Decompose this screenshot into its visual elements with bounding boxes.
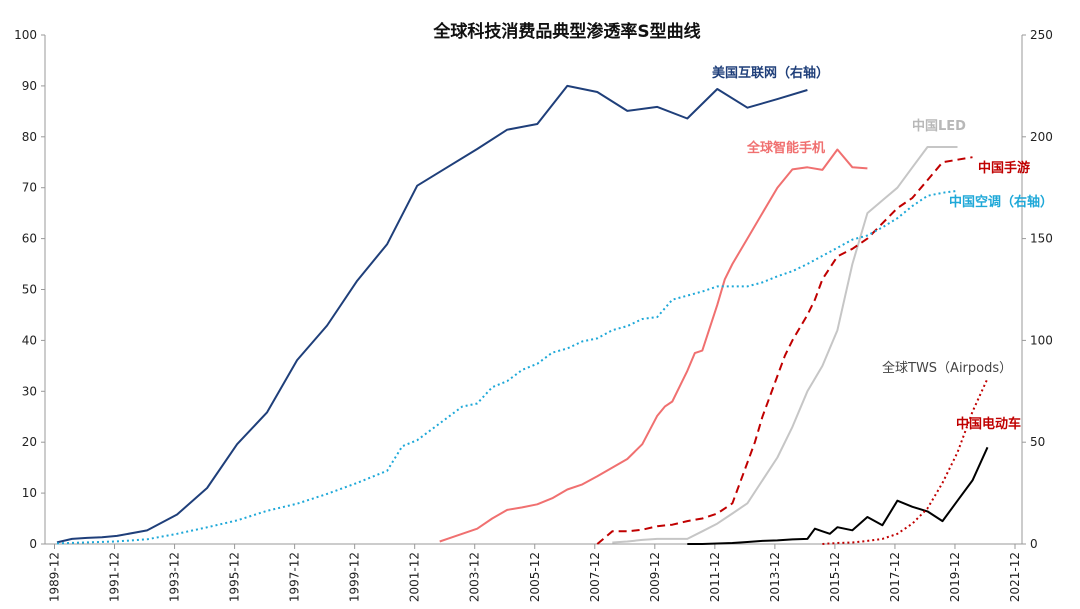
x-tick-label: 2011-12 xyxy=(708,552,722,602)
left-y-tick-label: 80 xyxy=(22,130,37,144)
left-y-tick-label: 70 xyxy=(22,181,37,195)
axes: 0 10 20 30 40 50 60 70 80 90 100 0 50 100 150 200 250 198… xyxy=(14,28,1053,602)
series-line-5 xyxy=(687,446,989,545)
x-tick-label: 1991-12 xyxy=(108,552,122,602)
right-y-tick-label: 100 xyxy=(1030,333,1053,347)
series-line-4 xyxy=(56,189,958,545)
label-global-smartphone: 全球智能手机 xyxy=(746,140,825,156)
left-y-tick-label: 100 xyxy=(14,28,37,42)
x-tick-label: 1997-12 xyxy=(288,552,302,602)
x-tick-label: 1995-12 xyxy=(228,552,242,602)
x-tick-label: 1989-12 xyxy=(48,552,62,602)
series-line-3 xyxy=(596,156,973,545)
x-tick-label: 2009-12 xyxy=(648,552,662,602)
right-y-tick-label: 250 xyxy=(1030,28,1053,42)
label-us-internet: 美国互联网（右轴） xyxy=(712,65,829,81)
left-y-tick-label: 40 xyxy=(22,333,37,347)
left-y-tick-label: 90 xyxy=(22,79,37,93)
x-tick-label: 2015-12 xyxy=(828,552,842,602)
x-tick-label: 2017-12 xyxy=(888,552,902,602)
left-y-tick-label: 0 xyxy=(29,537,37,551)
series-line-2 xyxy=(612,146,958,544)
right-y-tick-label: 50 xyxy=(1030,435,1045,449)
x-tick-label: 2013-12 xyxy=(768,552,782,602)
label-china-mobile-games: 中国手游 xyxy=(978,160,1030,176)
series-line-0 xyxy=(56,84,808,544)
x-tick-label: 2021-12 xyxy=(1008,552,1022,602)
left-y-tick-label: 60 xyxy=(22,232,37,246)
x-tick-label: 2019-12 xyxy=(948,552,962,602)
series-line-6 xyxy=(822,378,989,545)
label-china-ev: 中国电动车 xyxy=(956,416,1021,432)
chart-title: 全球科技消费品典型渗透率S型曲线 xyxy=(432,21,700,42)
x-tick-label: 2005-12 xyxy=(528,552,542,602)
series-line-1 xyxy=(439,148,868,543)
series-lines xyxy=(56,84,989,545)
right-y-tick-label: 0 xyxy=(1030,537,1038,551)
label-china-ac: 中国空调（右轴） xyxy=(949,194,1053,210)
left-y-tick-label: 30 xyxy=(22,384,37,398)
left-y-tick-label: 50 xyxy=(22,283,37,297)
label-china-led: 中国LED xyxy=(912,118,966,134)
right-y-tick-label: 150 xyxy=(1030,232,1053,246)
x-tick-label: 1993-12 xyxy=(168,552,182,602)
x-tick-label: 2003-12 xyxy=(468,552,482,602)
x-tick-label: 1999-12 xyxy=(348,552,362,602)
right-y-tick-label: 200 xyxy=(1030,130,1053,144)
label-global-tws: 全球TWS（Airpods） xyxy=(882,360,1012,376)
x-tick-label: 2001-12 xyxy=(408,552,422,602)
left-y-tick-label: 20 xyxy=(22,435,37,449)
left-y-tick-label: 10 xyxy=(22,486,37,500)
x-tick-label: 2007-12 xyxy=(588,552,602,602)
